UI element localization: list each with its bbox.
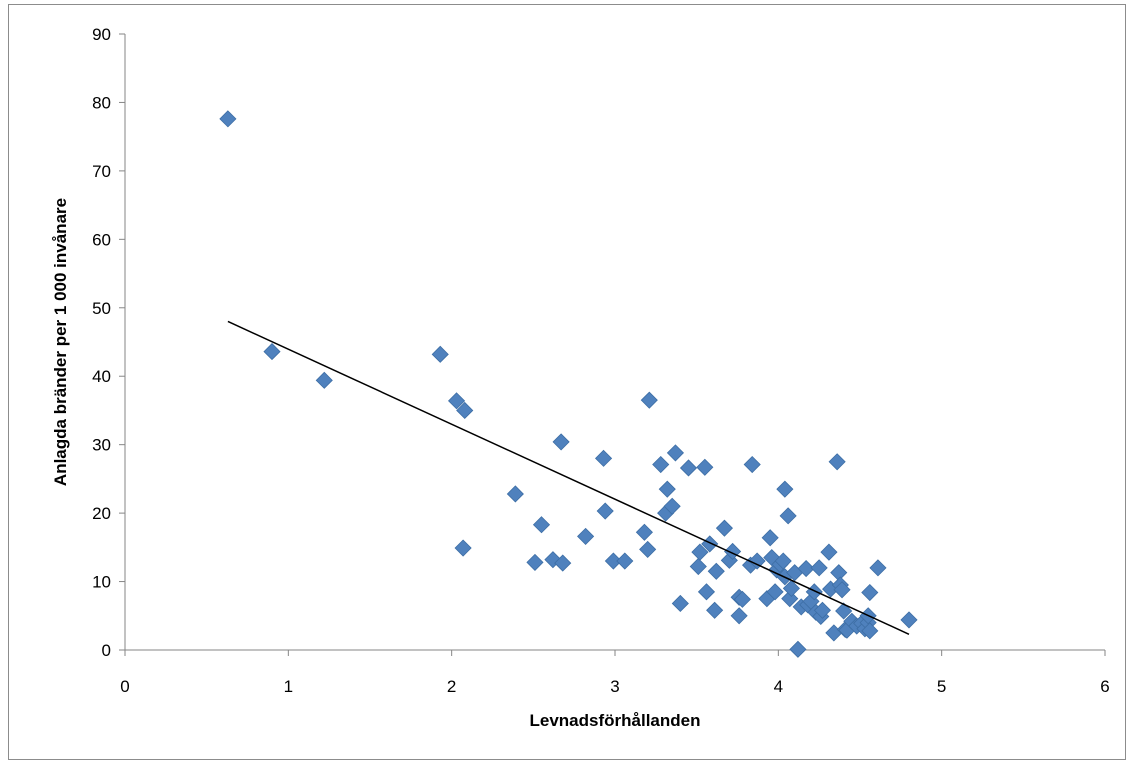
x-tick-label: 2 (447, 677, 456, 696)
data-point (706, 601, 724, 619)
data-point (671, 594, 689, 613)
data-point (805, 583, 823, 601)
x-axis-title: Levnadsförhållanden (530, 711, 701, 730)
data-point (456, 401, 474, 420)
data-point (315, 371, 333, 389)
data-point (526, 553, 544, 571)
data-point (263, 343, 281, 361)
data-point (219, 110, 237, 128)
data-point (635, 523, 653, 541)
x-tick-label: 4 (774, 677, 783, 696)
y-tick-label: 50 (92, 299, 111, 318)
y-tick-label: 30 (92, 436, 111, 455)
data-point (639, 540, 657, 558)
data-point (666, 444, 684, 462)
data-point (652, 455, 670, 474)
x-tick-label: 0 (120, 677, 129, 696)
data-point (797, 559, 815, 578)
y-tick-label: 0 (102, 641, 111, 660)
data-point (701, 535, 719, 553)
data-point (861, 583, 879, 602)
data-point (900, 611, 918, 629)
data-point (697, 583, 716, 601)
data-point (696, 458, 714, 476)
data-point (835, 602, 853, 620)
data-point (833, 581, 851, 599)
data-point (658, 480, 676, 498)
data-point (616, 552, 634, 570)
y-tick-label: 20 (92, 504, 111, 523)
data-point (506, 485, 524, 503)
data-point (595, 449, 613, 467)
data-point (552, 433, 570, 451)
data-point (774, 552, 792, 570)
data-point (828, 453, 846, 471)
data-point (715, 519, 733, 537)
data-point (691, 543, 709, 561)
data-point (781, 590, 799, 608)
data-point (554, 554, 572, 572)
data-point (431, 345, 449, 363)
data-point (640, 391, 658, 409)
data-point (861, 622, 879, 640)
data-point (869, 559, 887, 577)
data-point (707, 562, 725, 580)
y-tick-label: 40 (92, 367, 111, 386)
x-tick-label: 6 (1100, 677, 1109, 696)
trendline (227, 320, 910, 635)
data-point (604, 552, 622, 570)
x-tick-label: 3 (610, 677, 619, 696)
data-point (820, 543, 838, 561)
data-point (454, 539, 472, 557)
data-point (532, 516, 551, 534)
data-point (730, 607, 748, 625)
chart-frame (8, 4, 1126, 760)
data-point (596, 502, 614, 520)
y-tick-label: 90 (92, 25, 111, 44)
x-axis-ticks: 0 1 2 3 4 5 6 (120, 650, 1110, 696)
data-point (761, 529, 779, 547)
data-point (663, 497, 681, 515)
data-point (448, 392, 466, 410)
x-tick-label: 1 (284, 677, 293, 696)
x-tick-label: 5 (937, 677, 946, 696)
y-axis-ticks: 0 10 20 30 40 50 60 70 80 90 (92, 25, 125, 660)
data-point (748, 552, 766, 570)
y-tick-label: 60 (92, 230, 111, 249)
y-tick-label: 10 (92, 573, 111, 592)
data-points (219, 110, 918, 658)
data-point (577, 527, 595, 545)
y-tick-label: 70 (92, 162, 111, 181)
y-tick-label: 80 (92, 93, 111, 112)
data-point (776, 480, 794, 498)
data-point (779, 507, 797, 525)
data-point (766, 583, 784, 601)
y-axis-title: Anlagda bränder per 1 000 invånare (51, 198, 70, 486)
data-point (733, 590, 751, 608)
data-point (679, 459, 698, 477)
data-point (813, 601, 831, 619)
data-point (743, 455, 761, 474)
data-point (689, 557, 707, 576)
data-point (810, 559, 828, 577)
data-point (789, 640, 807, 658)
data-point (782, 579, 800, 597)
